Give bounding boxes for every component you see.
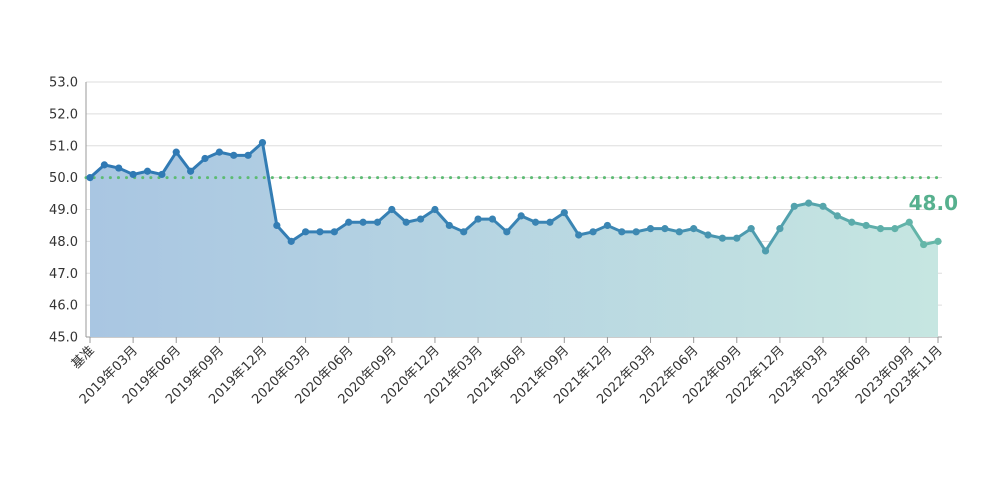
data-point bbox=[704, 231, 712, 239]
data-point bbox=[819, 202, 827, 210]
y-tick-label: 49.0 bbox=[49, 203, 78, 218]
data-point bbox=[920, 240, 928, 249]
data-point bbox=[790, 202, 798, 210]
data-point bbox=[747, 225, 755, 233]
data-point bbox=[201, 154, 209, 163]
data-point bbox=[388, 205, 396, 214]
data-point bbox=[833, 212, 841, 220]
data-point bbox=[431, 205, 439, 214]
data-point bbox=[345, 218, 353, 226]
data-point bbox=[460, 228, 468, 236]
end-value-label: 48.0 bbox=[909, 191, 958, 215]
data-point bbox=[86, 174, 94, 182]
x-axis-ticks: 基准2019年03月2019年06月2019年09月2019年12月2020年0… bbox=[69, 337, 946, 407]
data-point bbox=[733, 234, 741, 242]
data-point bbox=[187, 167, 195, 175]
data-point bbox=[244, 151, 252, 159]
y-axis-ticks: 45.0 46.0 47.0 48.0 49.0 50.0 51.0 52.0 53.0 bbox=[49, 76, 78, 346]
data-point bbox=[115, 164, 123, 172]
data-point bbox=[646, 225, 655, 233]
data-point bbox=[891, 225, 899, 233]
data-point bbox=[301, 228, 310, 236]
data-point bbox=[129, 170, 137, 179]
data-point bbox=[848, 218, 856, 226]
data-point bbox=[618, 228, 626, 236]
data-point bbox=[230, 151, 238, 159]
data-point bbox=[143, 167, 152, 175]
y-tick-label: 50.0 bbox=[49, 171, 78, 186]
y-tick-label: 48.0 bbox=[49, 235, 78, 250]
data-point bbox=[776, 225, 784, 233]
data-point bbox=[273, 221, 281, 230]
data-point bbox=[445, 221, 453, 230]
data-point bbox=[690, 225, 698, 233]
data-point bbox=[258, 138, 267, 147]
y-tick-label: 47.0 bbox=[49, 267, 78, 282]
data-point bbox=[632, 228, 640, 236]
data-point bbox=[488, 215, 497, 223]
data-point bbox=[158, 170, 166, 179]
data-point bbox=[560, 209, 568, 217]
y-tick-label: 53.0 bbox=[49, 76, 78, 91]
data-point bbox=[718, 234, 727, 242]
data-point bbox=[359, 218, 367, 226]
data-point bbox=[416, 215, 425, 223]
data-point bbox=[876, 225, 885, 233]
data-points bbox=[86, 138, 942, 255]
data-point bbox=[603, 221, 612, 230]
data-point bbox=[862, 221, 870, 230]
data-point bbox=[589, 228, 597, 236]
data-point bbox=[287, 237, 295, 245]
data-point bbox=[761, 247, 770, 255]
data-point bbox=[517, 212, 525, 220]
data-point bbox=[402, 218, 410, 226]
y-tick-label: 45.0 bbox=[49, 331, 78, 346]
data-point bbox=[934, 237, 942, 245]
data-point bbox=[805, 199, 813, 207]
area-path bbox=[90, 142, 938, 337]
y-tick-label: 52.0 bbox=[49, 107, 78, 122]
data-point bbox=[531, 218, 540, 226]
data-point bbox=[100, 161, 108, 169]
data-point bbox=[373, 218, 382, 226]
y-tick-label: 51.0 bbox=[49, 139, 78, 154]
data-point bbox=[316, 228, 324, 236]
data-point bbox=[661, 225, 669, 233]
data-point bbox=[330, 228, 338, 236]
data-point bbox=[503, 228, 511, 236]
x-tick-label: 基准 bbox=[69, 343, 98, 372]
data-point bbox=[215, 148, 223, 156]
y-tick-label: 46.0 bbox=[49, 299, 78, 314]
data-point bbox=[905, 218, 913, 226]
data-point bbox=[172, 148, 180, 156]
data-point bbox=[675, 228, 683, 236]
data-point bbox=[546, 218, 554, 226]
data-point bbox=[575, 231, 583, 239]
data-point bbox=[474, 215, 482, 223]
area-fill bbox=[90, 142, 938, 337]
